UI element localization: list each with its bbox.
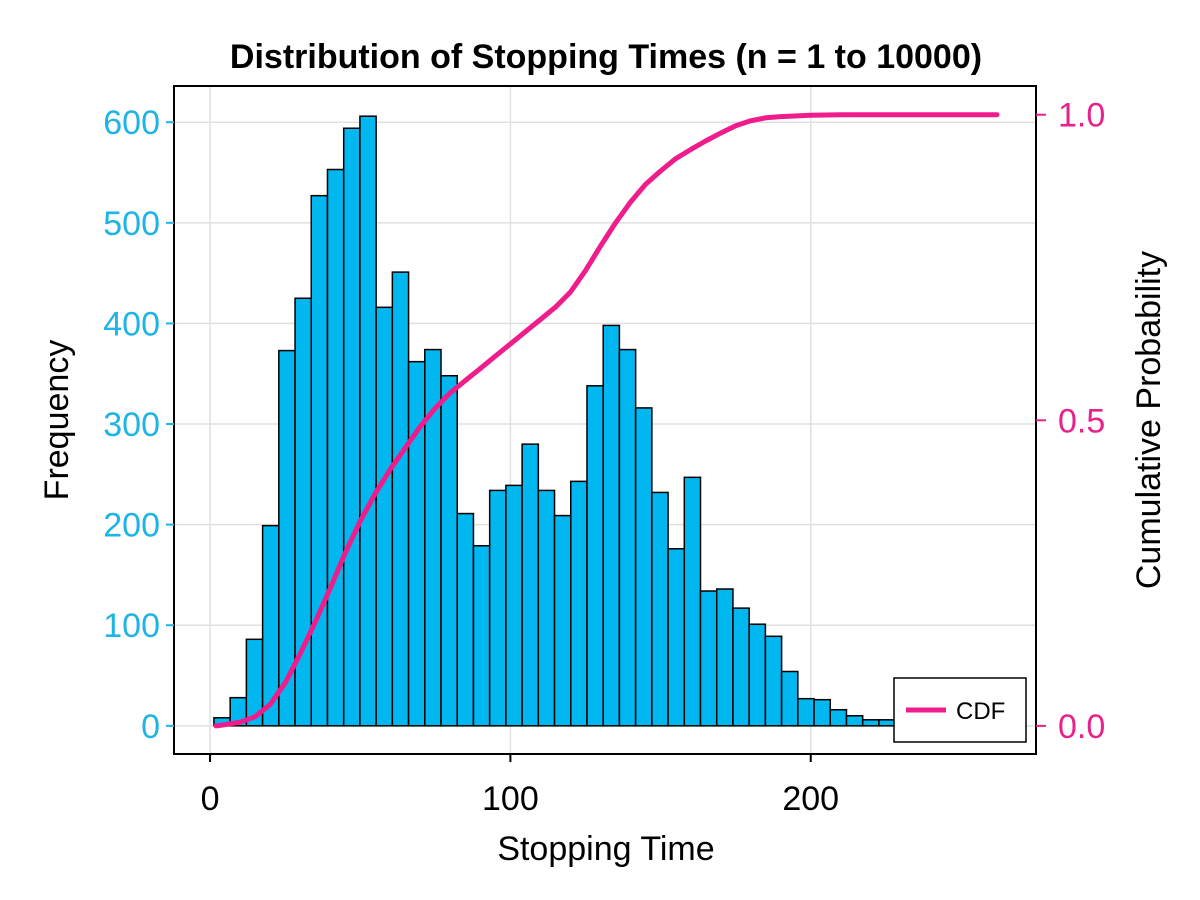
histogram-bar — [505, 484, 523, 727]
histogram-bars — [213, 115, 929, 727]
histogram-bar — [829, 708, 848, 727]
y-right-tick-label: 0.5 — [1058, 402, 1105, 440]
histogram-bar — [586, 385, 604, 727]
histogram-bar — [715, 588, 734, 727]
histogram-bar — [326, 168, 345, 727]
histogram-bar — [440, 374, 458, 727]
histogram-bar — [878, 719, 896, 727]
histogram-bar — [845, 715, 864, 727]
histogram-bar — [456, 512, 475, 727]
histogram-bar — [472, 545, 491, 727]
y-right-axis-label: Cumulative Probability — [1130, 251, 1168, 589]
y-left-tick-label: 200 — [103, 507, 160, 545]
y-left-tick-label: 0 — [141, 708, 160, 746]
histogram-bar — [699, 590, 718, 727]
legend: CDF — [893, 677, 1027, 743]
histogram-bar — [375, 306, 394, 727]
x-axis-ticks: 0 100 200 — [201, 754, 839, 818]
histogram-bar — [310, 194, 329, 727]
y-right-axis-ticks: 0.0 0.5 1.0 — [1036, 97, 1105, 746]
histogram-bar — [667, 548, 686, 727]
histogram-bar — [780, 670, 799, 727]
histogram-bar — [683, 476, 702, 727]
y-right-tick-label: 1.0 — [1058, 97, 1105, 135]
y-left-tick-label: 100 — [103, 607, 160, 645]
histogram-bar — [861, 719, 880, 727]
x-tick-label: 0 — [201, 780, 220, 818]
x-tick-label: 200 — [782, 780, 839, 818]
y-left-tick-label: 500 — [103, 205, 160, 243]
histogram-bar — [359, 115, 377, 727]
histogram-bar — [602, 324, 621, 727]
y-right-tick-label: 0.0 — [1058, 708, 1105, 746]
y-left-tick-label: 600 — [103, 104, 160, 142]
histogram-bar — [391, 271, 410, 727]
legend-label-cdf: CDF — [956, 698, 1005, 725]
histogram-bar — [342, 127, 361, 727]
y-left-axis-label: Frequency — [38, 340, 76, 501]
histogram-bar — [813, 698, 832, 727]
chart-title: Distribution of Stopping Times (n = 1 to… — [230, 38, 982, 76]
histogram-bar — [537, 489, 556, 727]
y-left-tick-label: 400 — [103, 305, 160, 343]
x-tick-label: 100 — [482, 780, 539, 818]
histogram-bar — [651, 491, 669, 727]
histogram-bar — [488, 489, 507, 727]
histogram-bar — [797, 697, 815, 727]
x-axis-label: Stopping Time — [497, 830, 714, 868]
histogram-bar — [570, 480, 588, 727]
histogram-bar — [732, 607, 750, 727]
histogram-bar — [618, 348, 637, 727]
histogram-bar — [407, 360, 426, 727]
cdf-line — [213, 112, 1000, 729]
histogram-bar — [634, 407, 653, 727]
y-left-axis-ticks: 0 100 200 300 400 500 600 — [103, 104, 174, 746]
histogram-bar — [764, 635, 783, 727]
histogram-bar — [553, 514, 572, 727]
histogram-bar — [521, 443, 540, 727]
histogram-bar — [748, 623, 767, 727]
y-left-tick-label: 300 — [103, 406, 160, 444]
